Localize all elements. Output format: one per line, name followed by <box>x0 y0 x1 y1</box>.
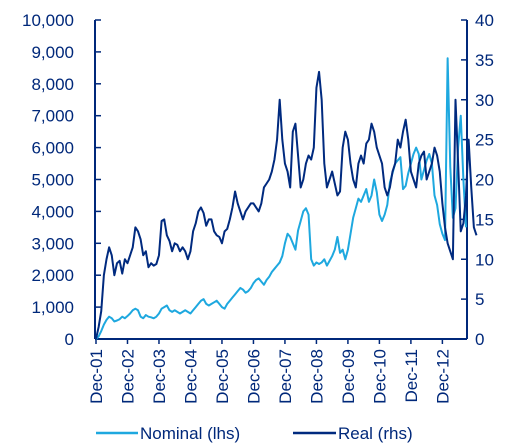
right-tick-label: 5 <box>475 290 484 309</box>
x-tick-label: Dec-08 <box>307 349 326 404</box>
legend-label-real: Real (rhs) <box>338 424 413 443</box>
left-tick-label: 8,000 <box>31 75 74 94</box>
x-tick-label: Dec-07 <box>276 349 295 404</box>
right-tick-label: 15 <box>475 210 494 229</box>
right-tick-label: 20 <box>475 171 494 190</box>
x-tick-label: Dec-05 <box>213 349 232 404</box>
x-tick-label: Dec-11 <box>402 349 421 403</box>
x-tick-label: Dec-06 <box>244 349 263 404</box>
x-tick-label: Dec-02 <box>118 349 137 404</box>
left-tick-label: 4,000 <box>31 202 74 221</box>
right-tick-label: 25 <box>475 131 494 150</box>
series-layer <box>95 57 478 340</box>
x-tick-label: Dec-09 <box>339 349 358 404</box>
left-tick-label: 0 <box>65 330 74 349</box>
series-line-real <box>95 70 478 340</box>
left-tick-label: 5,000 <box>31 171 74 190</box>
left-tick-label: 1,000 <box>31 298 74 317</box>
x-tick-label: Dec-04 <box>181 349 200 404</box>
left-tick-label: 2,000 <box>31 266 74 285</box>
left-tick-label: 6,000 <box>31 139 74 158</box>
x-axis: Dec-01 Dec-02 Dec-03 Dec-04 Dec-05 Dec-06 Dec-… <box>87 338 467 404</box>
left-tick-label: 3,000 <box>31 234 74 253</box>
right-tick-label: 10 <box>475 250 494 269</box>
right-tick-label: 30 <box>475 91 494 110</box>
x-tick-label: Dec-03 <box>150 349 169 404</box>
right-tick-label: 0 <box>475 330 484 349</box>
x-tick-label: Dec-01 <box>87 349 106 404</box>
legend-label-nominal: Nominal (lhs) <box>140 424 240 443</box>
legend: Nominal (lhs) Real (rhs) <box>96 424 413 443</box>
right-tick-label: 35 <box>475 51 494 70</box>
right-tick-label: 40 <box>475 11 494 30</box>
series-line-nominal <box>95 57 467 340</box>
left-y-axis: 0 1,000 2,000 3,000 4,000 5,000 6,000 7,000 8,00… <box>22 11 101 349</box>
left-tick-label: 9,000 <box>31 43 74 62</box>
left-tick-label: 7,000 <box>31 107 74 126</box>
x-tick-label: Dec-12 <box>433 349 452 404</box>
left-tick-label: 10,000 <box>22 11 74 30</box>
x-tick-label: Dec-10 <box>370 349 389 404</box>
